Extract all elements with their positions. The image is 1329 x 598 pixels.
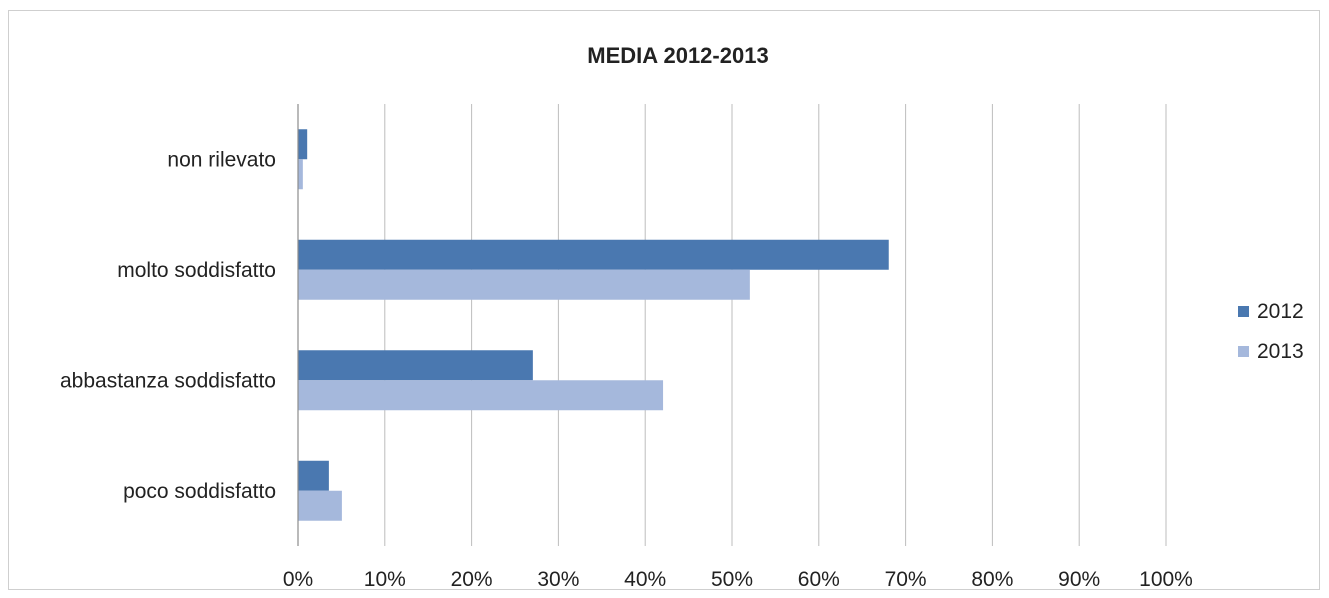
legend-swatch bbox=[1238, 346, 1249, 357]
x-tick-label: 60% bbox=[798, 568, 840, 591]
bar-2013-abbastanza-soddisfatto bbox=[298, 380, 664, 411]
x-tick-label: 0% bbox=[283, 568, 313, 591]
x-tick-labels: 0% 10% 20% 30% 40% 50% 60% 70% 80% 90% 100% bbox=[283, 568, 1193, 591]
category-label: abbastanza soddisfatto bbox=[60, 369, 276, 392]
bars bbox=[298, 129, 889, 521]
bar-2013-molto-soddisfatto bbox=[298, 269, 750, 300]
x-tick-label: 30% bbox=[537, 568, 579, 591]
x-tick-label: 40% bbox=[624, 568, 666, 591]
legend: 2012 2013 bbox=[1238, 300, 1304, 363]
bar-2012-poco-soddisfatto bbox=[298, 460, 329, 491]
x-tick-label: 20% bbox=[451, 568, 493, 591]
bar-2013-non-rilevato bbox=[298, 159, 303, 190]
x-tick-label: 90% bbox=[1058, 568, 1100, 591]
chart-frame bbox=[8, 10, 1320, 590]
legend-label: 2012 bbox=[1257, 300, 1304, 323]
bar-2012-molto-soddisfatto bbox=[298, 239, 889, 270]
chart-title: MEDIA 2012-2013 bbox=[587, 43, 768, 68]
x-tick-label: 70% bbox=[885, 568, 927, 591]
x-tick-label: 50% bbox=[711, 568, 753, 591]
bar-2012-non-rilevato bbox=[298, 129, 308, 160]
category-labels: poco soddisfatto abbastanza soddisfatto mo… bbox=[60, 148, 276, 503]
legend-label: 2013 bbox=[1257, 340, 1304, 363]
bar-2012-abbastanza-soddisfatto bbox=[298, 350, 533, 381]
category-label: molto soddisfatto bbox=[117, 259, 276, 282]
x-tick-label: 10% bbox=[364, 568, 406, 591]
category-label: non rilevato bbox=[167, 148, 276, 171]
x-tick-label: 100% bbox=[1139, 568, 1193, 591]
gridlines bbox=[384, 104, 1167, 546]
legend-swatch bbox=[1238, 306, 1249, 317]
bar-2013-poco-soddisfatto bbox=[298, 490, 342, 521]
x-tick-label: 80% bbox=[971, 568, 1013, 591]
category-label: poco soddisfatto bbox=[123, 480, 276, 503]
